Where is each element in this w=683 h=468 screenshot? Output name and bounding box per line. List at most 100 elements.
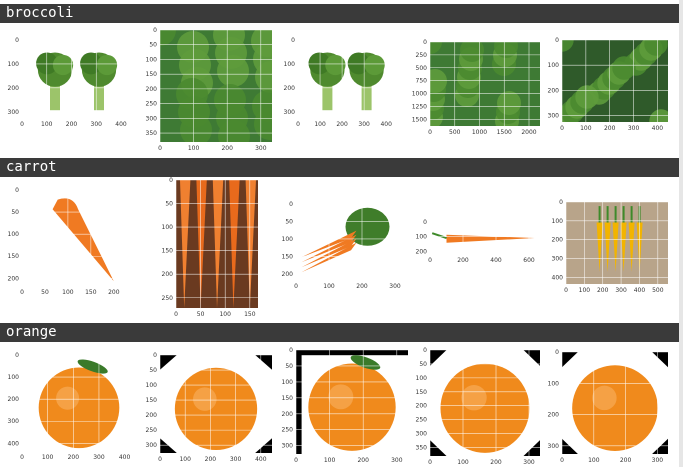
x-tick-label: 400	[380, 121, 392, 128]
y-tick-label: 250	[146, 101, 158, 108]
plot-svg: 0 100 200 300 400 0 100 200 300	[548, 37, 668, 132]
y-tick-label: 100	[8, 374, 20, 381]
x-tick-label: 500	[449, 129, 461, 136]
image-plot-orange-4: 0 100 200 300 0 50 100 150 200 250 300 350	[414, 346, 548, 468]
x-tick-label: 200	[336, 121, 348, 128]
plot-svg: 0 500 1000 1500 2000 0 250 500 750 1000 1250 1500	[412, 39, 540, 136]
orange-rotated-3-image	[562, 352, 668, 454]
y-tick-label: 100	[552, 218, 564, 225]
carrots-bunch-vertical-image	[176, 180, 258, 308]
broccoli-leaves-closeup-image	[430, 42, 540, 126]
y-tick-label: 0	[555, 349, 559, 356]
plot-svg: 0 100 200 300 0 50 100 150 200 250 300 350	[416, 347, 540, 466]
x-tick-label: 200	[597, 287, 609, 294]
y-tick-label: 100	[8, 231, 20, 238]
orange-with-leaf-image	[22, 355, 136, 451]
plot-svg: 0 100 200 300 400 0 100 200 300	[8, 37, 132, 128]
plot-svg: 0 50 100 150 0 50 100 150 200 250	[162, 177, 258, 318]
x-tick-label: 300	[389, 283, 401, 290]
x-tick-label: 50	[41, 289, 49, 296]
y-tick-label: 200	[146, 412, 158, 419]
y-tick-label: 50	[285, 363, 293, 370]
y-tick-label: 100	[146, 382, 158, 389]
y-tick-label: 100	[284, 61, 296, 68]
y-tick-label: 50	[285, 218, 293, 225]
y-tick-label: 100	[282, 236, 294, 243]
y-tick-label: 1250	[412, 103, 427, 110]
x-tick-label: 200	[357, 457, 369, 464]
x-tick-label: 0	[158, 145, 162, 152]
y-tick-label: 200	[282, 411, 294, 418]
x-tick-label: 0	[174, 311, 178, 318]
y-tick-label: 50	[165, 201, 173, 208]
y-tick-label: 0	[423, 347, 427, 354]
y-tick-label: 300	[552, 256, 564, 263]
broccoli-florets-dark-image	[562, 40, 668, 122]
y-tick-label: 50	[149, 367, 157, 374]
y-tick-label: 150	[162, 248, 174, 255]
x-tick-label: 100	[179, 456, 191, 463]
x-tick-label: 1000	[472, 129, 487, 136]
y-tick-label: 150	[146, 397, 158, 404]
y-tick-label: 200	[8, 85, 20, 92]
y-tick-label: 200	[416, 248, 428, 255]
image-plot-carrot-3: 0 100 200 300 0 50 100 150 200	[280, 200, 414, 292]
y-tick-label: 0	[555, 37, 559, 44]
single-carrot-diagonal-image	[22, 190, 124, 286]
x-tick-label: 150	[244, 311, 256, 318]
y-tick-label: 0	[289, 201, 293, 208]
y-tick-label: 0	[15, 187, 19, 194]
x-tick-label: 0	[294, 457, 298, 464]
x-tick-label: 100	[41, 121, 53, 128]
single-carrot-horizontal-image	[430, 222, 540, 254]
x-tick-label: 200	[604, 125, 616, 132]
y-tick-label: 100	[146, 56, 158, 63]
y-tick-label: 0	[423, 39, 427, 46]
x-tick-label: 100	[323, 283, 335, 290]
y-tick-label: 400	[552, 274, 564, 281]
x-tick-label: 100	[219, 311, 231, 318]
x-tick-label: 400	[652, 125, 664, 132]
orange-with-leaf-framed-image	[296, 350, 408, 454]
x-tick-label: 0	[20, 454, 24, 461]
x-tick-label: 500	[652, 287, 664, 294]
image-plot-broccoli-5: 0 100 200 300 400 0 100 200 300	[546, 36, 676, 134]
x-tick-label: 100	[188, 145, 200, 152]
x-tick-label: 200	[66, 121, 78, 128]
x-tick-label: 300	[91, 121, 103, 128]
x-tick-label: 200	[108, 289, 120, 296]
image-plot-orange-2: 0 100 200 300 400 0 50 100 150 200 250 300	[144, 351, 280, 465]
x-tick-label: 300	[391, 457, 403, 464]
x-tick-label: 100	[314, 121, 326, 128]
section-label: carrot	[6, 159, 57, 175]
y-tick-label: 250	[146, 427, 158, 434]
image-plot-broccoli-4: 0 500 1000 1500 2000 0 250 500 750 1000 1250 1500	[412, 38, 548, 138]
scrollbar[interactable]	[679, 0, 683, 467]
x-tick-label: 400	[634, 287, 646, 294]
y-tick-label: 0	[289, 347, 293, 354]
y-tick-label: 200	[282, 271, 294, 278]
y-tick-label: 200	[548, 412, 560, 419]
y-tick-label: 0	[423, 219, 427, 226]
y-tick-label: 300	[416, 431, 428, 438]
x-tick-label: 200	[457, 257, 469, 264]
image-plot-carrot-2: 0 50 100 150 0 50 100 150 200 250	[160, 176, 266, 320]
orange-rotated-image	[160, 355, 272, 453]
y-tick-label: 300	[8, 418, 20, 425]
y-tick-label: 0	[15, 352, 19, 359]
orange-rotated-2-image	[430, 350, 540, 456]
y-tick-label: 150	[282, 253, 294, 260]
broccoli-pile-closeup-image	[160, 30, 272, 142]
image-plot-broccoli-3: 0 100 200 300 400 0 100 200 300	[282, 36, 404, 130]
x-tick-label: 200	[620, 457, 632, 464]
y-tick-label: 0	[153, 27, 157, 34]
x-tick-label: 200	[356, 283, 368, 290]
x-tick-label: 0	[158, 456, 162, 463]
y-tick-label: 0	[15, 37, 19, 44]
plot-svg: 0 100 200 300 0 50 100 150 200	[282, 201, 406, 290]
x-tick-label: 100	[42, 454, 54, 461]
y-tick-label: 1000	[412, 91, 427, 98]
y-tick-label: 1500	[412, 116, 427, 123]
